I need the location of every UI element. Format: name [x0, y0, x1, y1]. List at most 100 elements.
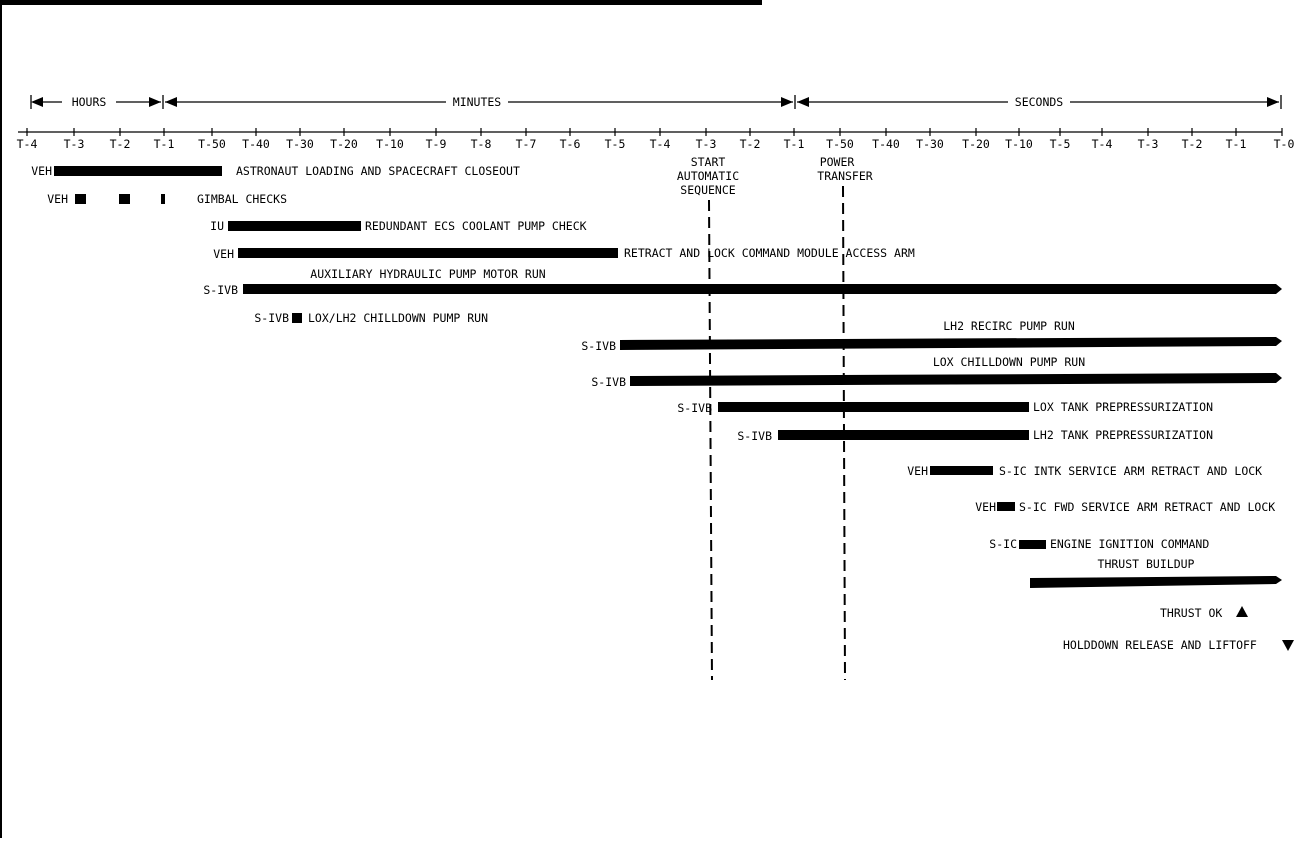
tick-label: T-0	[1274, 137, 1295, 151]
tick-label: T-40	[242, 137, 270, 151]
tick-label: T-1	[784, 137, 805, 151]
event-bar	[1030, 576, 1282, 588]
marker-power-transfer: POWER TRANSFER	[817, 155, 873, 681]
event-label: LH2 RECIRC PUMP RUN	[943, 319, 1075, 333]
event-bar	[292, 313, 302, 323]
marker-line-2: TRANSFER	[817, 169, 872, 183]
event-holddown-release: HOLDDOWN RELEASE AND LIFTOFF	[1063, 638, 1294, 652]
event-lh2-tank-prepress: S-IVB LH2 TANK PREPRESSURIZATION	[737, 428, 1213, 443]
tick-label: T-9	[426, 137, 447, 151]
event-gimbal-checks: VEH GIMBAL CHECKS	[47, 192, 287, 206]
event-bar	[1019, 540, 1046, 549]
event-bar	[718, 402, 1029, 412]
marker-line-2: AUTOMATIC	[677, 169, 739, 183]
event-prefix: S-IVB	[581, 339, 616, 353]
event-astronaut-loading: VEH ASTRONAUT LOADING AND SPACECRAFT CLO…	[31, 164, 520, 178]
event-label: S-IC FWD SERVICE ARM RETRACT AND LOCK	[1019, 500, 1275, 514]
top-border	[0, 0, 762, 5]
left-border	[0, 0, 2, 838]
tick-label: T-2	[110, 137, 131, 151]
band-seconds: SECONDS	[1015, 95, 1064, 109]
tick-label: T-20	[330, 137, 358, 151]
event-bar	[238, 248, 618, 258]
tick-label: T-7	[516, 137, 537, 151]
tick-label: T-10	[376, 137, 404, 151]
tick-label: T-4	[17, 137, 38, 151]
event-ecs-coolant-pump-check: IU REDUNDANT ECS COOLANT PUMP CHECK	[210, 219, 586, 233]
tick-label: T-40	[872, 137, 900, 151]
tick-label: T-30	[286, 137, 314, 151]
event-prefix: S-IVB	[591, 375, 626, 389]
start-dashed-line	[708, 199, 713, 681]
tick-label: T-20	[962, 137, 990, 151]
event-bar	[228, 221, 361, 231]
event-intk-service-arm: VEH S-IC INTK SERVICE ARM RETRACT AND LO…	[907, 464, 1262, 478]
triangle-down-icon	[1282, 640, 1294, 651]
event-prefix: IU	[210, 219, 224, 233]
event-access-arm: VEH RETRACT AND LOCK COMMAND MODULE ACCE…	[213, 246, 915, 261]
event-bar	[54, 166, 222, 176]
tick-label: T-4	[1092, 137, 1113, 151]
event-lox-tank-prepress: S-IVB LOX TANK PREPRESSURIZATION	[677, 400, 1213, 415]
band-hours: HOURS	[72, 95, 107, 109]
event-label: ASTRONAUT LOADING AND SPACECRAFT CLOSEOU…	[236, 164, 520, 178]
event-prefix: S-IVB	[254, 311, 289, 325]
event-label: AUXILIARY HYDRAULIC PUMP MOTOR RUN	[310, 267, 545, 281]
tick-label: T-1	[1226, 137, 1247, 151]
tick-label: T-6	[560, 137, 581, 151]
event-bar	[778, 430, 1029, 440]
tick-marks	[26, 128, 1283, 136]
event-prefix: VEH	[213, 247, 234, 261]
tick-label: T-8	[471, 137, 492, 151]
tick-label: T-4	[650, 137, 671, 151]
event-prefix: S-IC	[989, 537, 1017, 551]
band-arrows	[31, 97, 1279, 107]
tick-label: T-3	[64, 137, 85, 151]
event-bar	[119, 194, 130, 204]
marker-line-1: START	[691, 155, 726, 169]
tick-label: T-1	[154, 137, 175, 151]
event-label: S-IC INTK SERVICE ARM RETRACT AND LOCK	[999, 464, 1262, 478]
marker-start-automatic-sequence: START AUTOMATIC SEQUENCE	[677, 155, 739, 681]
event-prefix: VEH	[47, 192, 68, 206]
event-label: REDUNDANT ECS COOLANT PUMP CHECK	[365, 219, 587, 233]
triangle-up-icon	[1236, 606, 1248, 617]
event-label: GIMBAL CHECKS	[197, 192, 287, 206]
event-fwd-service-arm: VEH S-IC FWD SERVICE ARM RETRACT AND LOC…	[975, 500, 1275, 514]
event-bar	[161, 194, 165, 204]
tick-label: T-3	[696, 137, 717, 151]
event-lox-chilldown-pump: LOX CHILLDOWN PUMP RUN S-IVB	[591, 355, 1282, 389]
tick-label: T-2	[740, 137, 761, 151]
event-label: RETRACT AND LOCK COMMAND MODULE ACCESS A…	[624, 246, 915, 260]
tick-label: T-50	[826, 137, 854, 151]
event-bar	[930, 466, 993, 475]
event-label: THRUST BUILDUP	[1098, 557, 1195, 571]
event-label: LH2 TANK PREPRESSURIZATION	[1033, 428, 1213, 442]
tick-labels: T-4 T-3 T-2 T-1 T-50 T-40 T-30 T-20 T-10…	[17, 137, 1295, 151]
event-bar	[243, 284, 1282, 294]
event-bar	[630, 373, 1282, 386]
event-label: LOX CHILLDOWN PUMP RUN	[933, 355, 1085, 369]
event-aux-hydraulic-pump: AUXILIARY HYDRAULIC PUMP MOTOR RUN S-IVB	[203, 267, 1282, 297]
event-prefix: VEH	[907, 464, 928, 478]
tick-label: T-3	[1138, 137, 1159, 151]
event-lh2-recirc-pump: LH2 RECIRC PUMP RUN S-IVB	[581, 319, 1282, 353]
tick-label: T-50	[198, 137, 226, 151]
event-prefix: S-IVB	[203, 283, 238, 297]
tick-label: T-5	[1050, 137, 1071, 151]
event-bar	[997, 502, 1015, 511]
event-thrust-buildup: THRUST BUILDUP	[1030, 557, 1282, 588]
event-prefix: VEH	[975, 500, 996, 514]
band-minutes: MINUTES	[453, 95, 502, 109]
marker-line-1: POWER	[820, 155, 855, 169]
event-prefix: VEH	[31, 164, 52, 178]
event-engine-ignition: S-IC ENGINE IGNITION COMMAND	[989, 537, 1209, 551]
event-label: ENGINE IGNITION COMMAND	[1050, 537, 1209, 551]
event-label: LOX TANK PREPRESSURIZATION	[1033, 400, 1213, 414]
event-prefix: S-IVB	[677, 401, 712, 415]
tick-label: T-5	[605, 137, 626, 151]
event-bar	[620, 337, 1282, 350]
tick-label: T-30	[916, 137, 944, 151]
